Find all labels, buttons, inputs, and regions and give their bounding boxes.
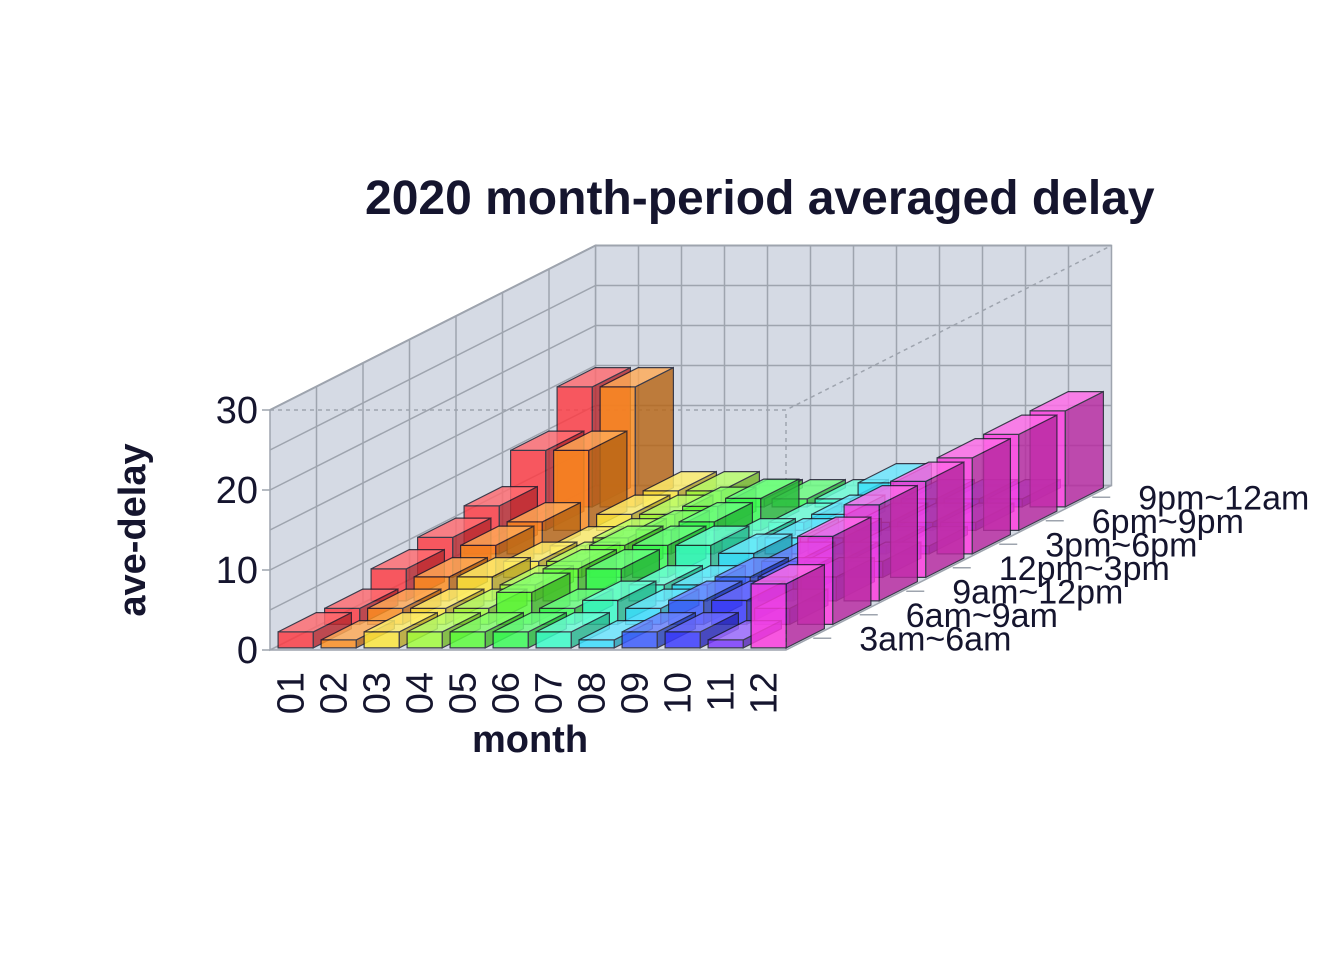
- x-tick-label-08: 08: [572, 672, 614, 714]
- y-tick-label-3: 30: [216, 390, 258, 432]
- bar-top-face: [370, 548, 445, 570]
- x-tick-label-03: 03: [357, 672, 399, 714]
- bar-front-face: [535, 631, 572, 649]
- box-frame: [269, 244, 1112, 411]
- bar-top-face: [506, 502, 581, 523]
- bar-top-face: [718, 533, 793, 555]
- bar-top-face: [449, 611, 524, 633]
- x-tick-label-06: 06: [486, 672, 528, 714]
- bar-front-face: [449, 631, 486, 649]
- bar-front-face: [492, 631, 529, 649]
- bar-front-face: [664, 631, 701, 649]
- box-top-edge: [270, 244, 1112, 411]
- bar-top-face: [589, 525, 664, 547]
- bar-top-face: [664, 611, 739, 633]
- chart-bars: [277, 366, 1105, 649]
- bar-top-face: [406, 611, 481, 633]
- bar-side-face: [971, 437, 1012, 555]
- bar-side-face: [878, 484, 919, 602]
- bar-top-face: [410, 588, 485, 610]
- bar-side-face: [925, 461, 965, 579]
- bar-top-face: [750, 563, 825, 585]
- y-tick-label-2: 20: [216, 470, 258, 512]
- depth-tick-label-3: 12pm~3pm: [999, 550, 1170, 588]
- bar-top-face: [535, 611, 610, 633]
- bar-top-face: [553, 430, 628, 451]
- bar-top-face: [890, 461, 965, 482]
- bar-top-face: [542, 548, 617, 570]
- x-tick-label-05: 05: [443, 672, 485, 714]
- bar-top-face: [621, 611, 696, 633]
- depth-tick-label-1: 6am~9am: [906, 597, 1058, 635]
- bar-side-face: [1064, 390, 1105, 508]
- bar-top-face: [632, 525, 707, 547]
- bar-front-face: [707, 639, 744, 649]
- bar-top-face: [582, 580, 657, 602]
- bar-top-face: [1029, 391, 1104, 412]
- bar-front-face: [578, 639, 615, 649]
- bar-top-face: [843, 485, 918, 506]
- bar-front-face: [621, 631, 658, 649]
- bar-top-face: [417, 517, 492, 539]
- bar-front-face: [363, 631, 400, 649]
- x-tick-label-11: 11: [701, 672, 743, 711]
- bar-top-face: [599, 367, 674, 388]
- bar-top-face: [496, 572, 571, 594]
- depth-tick-label-5: 6pm~9pm: [1092, 503, 1244, 541]
- bar-top-face: [678, 502, 753, 523]
- bar-top-face: [463, 486, 538, 507]
- bar-side-face: [1018, 414, 1058, 532]
- bar-top-face: [456, 556, 531, 578]
- bar-12-0: [750, 563, 826, 649]
- bar-top-face: [642, 471, 717, 492]
- x-tick-label-09: 09: [615, 672, 657, 714]
- chart-title: 2020 month-period averaged delay: [365, 172, 1155, 225]
- bar-top-face: [725, 478, 800, 499]
- bar-front-face: [320, 639, 357, 649]
- y-tick-label-0: 0: [237, 630, 258, 672]
- y-tick-label-1: 10: [216, 550, 258, 592]
- bar-front-face: [750, 583, 787, 649]
- bar-top-face: [714, 556, 789, 578]
- bar-top-face: [936, 438, 1011, 459]
- bar-top-face: [460, 525, 535, 547]
- bar-top-face: [510, 430, 585, 451]
- depth-tick-label-0: 3am~6am: [859, 620, 1011, 658]
- x-axis-title: month: [472, 719, 588, 761]
- bar-front-face: [277, 631, 314, 649]
- bar-top-face: [585, 548, 660, 570]
- x-tick-label-12: 12: [744, 672, 786, 714]
- x-tick-label-01: 01: [271, 672, 313, 714]
- x-tick-label-10: 10: [658, 672, 700, 714]
- bar-top-face: [596, 494, 671, 516]
- bar-top-face: [675, 525, 750, 547]
- bar-top-face: [983, 414, 1058, 435]
- bar-front-face: [406, 631, 443, 649]
- bar-top-face: [363, 611, 438, 633]
- bar-top-face: [413, 556, 488, 578]
- bar-top-face: [668, 580, 743, 602]
- bar-top-face: [797, 516, 872, 538]
- x-tick-label-04: 04: [400, 672, 442, 714]
- bar-top-face: [367, 588, 442, 610]
- depth-tick-label-4: 3pm~6pm: [1045, 526, 1197, 564]
- depth-tick-label-6: 9pm~12am: [1138, 479, 1309, 517]
- bar-top-face: [685, 471, 760, 492]
- bar-top-face: [556, 367, 631, 388]
- x-tick-label-07: 07: [529, 672, 571, 714]
- x-tick-label-02: 02: [314, 672, 356, 714]
- y-axis-title: ave-delay: [112, 443, 154, 616]
- depth-tick-label-2: 9am~12pm: [952, 573, 1123, 611]
- bar-top-face: [492, 611, 567, 633]
- bar-top-face: [324, 588, 399, 610]
- bar-top-face: [277, 611, 352, 633]
